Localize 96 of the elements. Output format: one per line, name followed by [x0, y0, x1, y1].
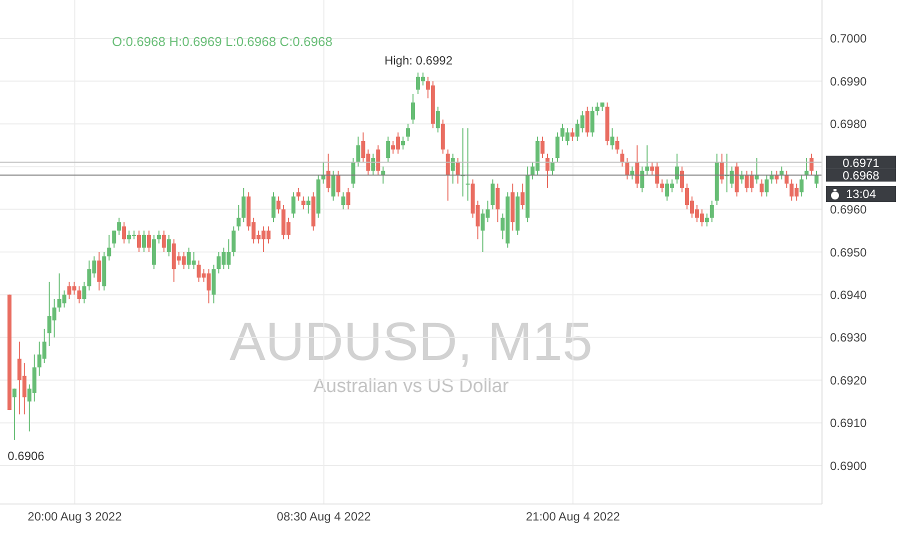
candlestick [117, 217, 122, 236]
candlestick [710, 200, 714, 223]
ref-line-label: 0.6968 [842, 168, 880, 183]
candlestick [376, 144, 380, 176]
candlestick [760, 178, 764, 197]
y-tick-label: 0.6960 [830, 202, 868, 217]
candlestick [331, 170, 336, 202]
candlestick [570, 128, 574, 142]
candlestick [450, 153, 455, 184]
candlestick [490, 178, 495, 210]
y-tick-label: 0.6980 [830, 117, 868, 132]
candlestick [660, 178, 664, 193]
candlestick [640, 166, 644, 193]
candlestick [142, 230, 146, 252]
candlestick [800, 174, 804, 197]
candlestick [166, 234, 171, 257]
annotation: O:0.6968 H:0.6969 L:0.6968 C:0.6968 [112, 34, 332, 49]
x-tick-label: 21:00 Aug 4 2022 [526, 510, 620, 524]
candlestick [276, 196, 280, 214]
candlestick [162, 230, 166, 252]
candlestick [520, 183, 525, 210]
candlestick [555, 132, 560, 163]
candlestick [272, 192, 276, 223]
y-tick-label: 0.6910 [830, 416, 868, 430]
candlestick [585, 106, 590, 138]
candlestick [704, 213, 709, 227]
annotation: 0.6906 [8, 448, 45, 463]
candlestick [615, 136, 620, 154]
candlestick [446, 148, 450, 202]
candlestick [326, 153, 330, 193]
candlestick [236, 204, 241, 232]
candlestick [645, 144, 650, 176]
candlestick [774, 170, 779, 184]
candlestick [540, 136, 545, 159]
candlestick [784, 170, 789, 188]
candlestick [620, 148, 624, 168]
candlestick [814, 170, 819, 188]
candlestick [764, 174, 769, 197]
candlestick [810, 153, 814, 176]
y-tick-label: 0.6990 [830, 74, 868, 88]
text: Australian vs US Dollar [312, 376, 510, 398]
candlestick [436, 106, 440, 133]
y-tick-label: 0.6900 [830, 458, 868, 473]
candlestick [82, 281, 86, 304]
candlestick [590, 106, 594, 138]
candlestick [466, 128, 470, 202]
candlestick [550, 158, 554, 176]
candlestick [341, 192, 346, 210]
annotation: High: 0.6992 [384, 54, 453, 68]
x-tick-label: 08:30 Aug 4 2022 [276, 510, 372, 524]
candlestick [336, 170, 340, 197]
candlestick [680, 166, 684, 193]
y-tick-label: 0.6950 [830, 245, 868, 260]
candlestick [12, 388, 16, 440]
candlestick [346, 187, 350, 210]
candlestick [321, 162, 326, 184]
candlestick [740, 170, 744, 184]
candlestick [112, 230, 116, 248]
candlestick [137, 230, 141, 252]
candlestick [97, 252, 102, 291]
y-tick-label: 0.6920 [830, 373, 868, 388]
candlestick [122, 222, 126, 244]
candlestick [546, 153, 550, 188]
candlestick [720, 153, 724, 184]
candlestick [770, 170, 774, 184]
candlestick [456, 158, 460, 184]
y-tick-label: 0.7000 [830, 32, 868, 46]
candlestick [77, 286, 82, 304]
candlestick [232, 226, 236, 257]
text: 13:04 [846, 187, 876, 201]
x-tick-label: 20:00 Aug 3 2022 [28, 510, 122, 524]
candlestick [754, 158, 759, 184]
candlestick [625, 158, 630, 180]
candlestick [306, 196, 310, 214]
candlestick [356, 136, 360, 168]
candlestick [401, 136, 406, 150]
candlestick [386, 136, 390, 163]
candlestick [296, 187, 300, 202]
candlestick [301, 196, 306, 210]
candlestick [496, 183, 500, 223]
candlestick [635, 144, 640, 188]
candlestick [610, 128, 614, 150]
candlestick [242, 187, 246, 223]
candlestick [411, 93, 415, 124]
candlestick [351, 158, 356, 188]
candlestick [675, 153, 680, 184]
candlestick [595, 102, 600, 116]
y-tick-label: 0.6940 [830, 288, 868, 302]
ref-line-label: 0.6971 [842, 156, 880, 170]
candlestick [146, 230, 151, 252]
candlestick [406, 123, 410, 142]
candlestick [371, 153, 376, 176]
y-tick-label: 0.6930 [830, 330, 868, 345]
candlestick [291, 192, 296, 218]
candlestick [156, 230, 161, 244]
candlestick [107, 234, 112, 262]
